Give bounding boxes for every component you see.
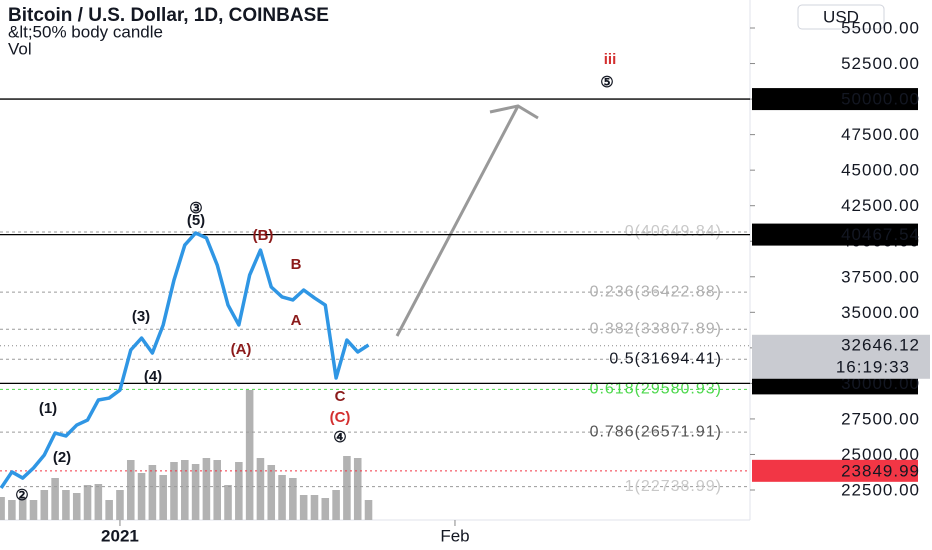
volume-bar	[343, 456, 351, 520]
wave-label: (5)	[187, 212, 205, 229]
fib-label: 1(22738.99)	[625, 478, 722, 495]
volume-bar	[364, 500, 373, 520]
wave-label: (3)	[132, 308, 150, 325]
fib-label: 0.236(36422.88)	[590, 283, 722, 300]
volume-bar	[148, 465, 157, 520]
wave-label: ②	[15, 487, 28, 504]
wave-label: (B)	[253, 227, 274, 244]
volume-bar	[29, 500, 38, 520]
volume-bar	[202, 458, 211, 520]
volume-bar	[72, 493, 81, 520]
level-label: 50000.00	[841, 90, 920, 109]
y-tick-label: 27500.00	[841, 409, 920, 428]
wave-label: B	[291, 256, 302, 273]
volume-bar	[353, 458, 362, 520]
volume-bar	[289, 478, 297, 520]
level-box	[752, 223, 918, 246]
volume-bar	[310, 495, 319, 520]
volume-bar	[126, 460, 135, 520]
volume-bar	[62, 490, 70, 520]
level-label: 40467.54	[841, 225, 920, 244]
volume-bar	[235, 462, 243, 520]
volume-bar	[18, 497, 27, 520]
subtitle: &lt;50% body candle	[8, 22, 163, 41]
wave-label: (2)	[53, 449, 71, 466]
last-price-box	[752, 334, 930, 379]
volume-bar	[256, 458, 265, 520]
currency-button[interactable]	[797, 4, 885, 30]
arrow-head	[489, 104, 539, 120]
y-tick-label: 35000.00	[841, 303, 920, 322]
volume-bar	[40, 490, 49, 520]
x-tick-label: 2021	[101, 526, 139, 545]
wave-label: (1)	[39, 400, 57, 417]
volume-bar	[51, 478, 59, 520]
y-tick-label: 25000.00	[841, 445, 920, 464]
volume-bar	[321, 498, 330, 520]
wave-label: ③	[189, 200, 202, 217]
projection-arrow	[395, 105, 520, 337]
wave-label: ⑤	[600, 74, 613, 91]
y-tick-label: 47500.00	[841, 125, 920, 144]
level-box	[752, 88, 918, 111]
volume-bar	[267, 465, 276, 520]
volume-bar	[137, 473, 146, 520]
volume-bar	[159, 475, 167, 520]
fib-label: 0.786(26571.91)	[590, 423, 722, 440]
wave-label: A	[291, 312, 302, 329]
countdown: 16:19:33	[836, 357, 910, 376]
volume-bar	[170, 462, 178, 520]
volume-bar	[105, 500, 113, 520]
level-box	[752, 459, 918, 482]
volume-bar	[191, 464, 200, 520]
price-line	[0, 231, 370, 489]
y-tick-label: 45000.00	[841, 161, 920, 180]
volume-bar	[245, 390, 254, 520]
level-label: 23849.99	[841, 461, 920, 480]
wave-label: ④	[333, 429, 346, 446]
last-price-label: 32646.12	[841, 335, 920, 354]
volume-bar	[116, 490, 124, 520]
wave-label: (4)	[144, 368, 162, 385]
volume-bar	[94, 484, 103, 520]
wave-label: C	[335, 388, 346, 405]
fib-label: 0.5(31694.41)	[609, 351, 722, 368]
volume-bar	[181, 460, 189, 520]
fib-label: 0.618(29580.93)	[590, 381, 722, 398]
fib-label: 0(40649.84)	[625, 223, 722, 240]
x-tick-label: Feb	[440, 526, 469, 545]
fib-label: 0.382(33807.89)	[590, 320, 722, 337]
y-tick-label: 42500.00	[841, 196, 920, 215]
y-tick-label: 22500.00	[841, 480, 920, 499]
y-tick-label: 37500.00	[841, 267, 920, 286]
volume-bar	[332, 490, 340, 520]
volume-bar	[278, 475, 286, 520]
wave-label: (C)	[330, 409, 351, 426]
y-tick-label: 55000.00	[841, 18, 920, 37]
volume-bar	[224, 485, 232, 520]
volume-bar	[83, 485, 92, 520]
wave-label: iii	[604, 51, 617, 68]
volume-bar	[8, 500, 16, 520]
volume-bar	[299, 495, 308, 520]
chart-title: Bitcoin / U.S. Dollar, 1D, COINBASE	[8, 5, 329, 26]
y-tick-label: 52500.00	[841, 54, 920, 73]
wave-label: (A)	[231, 341, 252, 358]
currency[interactable]: USD	[823, 7, 859, 26]
volume-bar	[213, 460, 222, 520]
volume-label: Vol	[8, 39, 32, 58]
volume-bar	[0, 497, 5, 520]
